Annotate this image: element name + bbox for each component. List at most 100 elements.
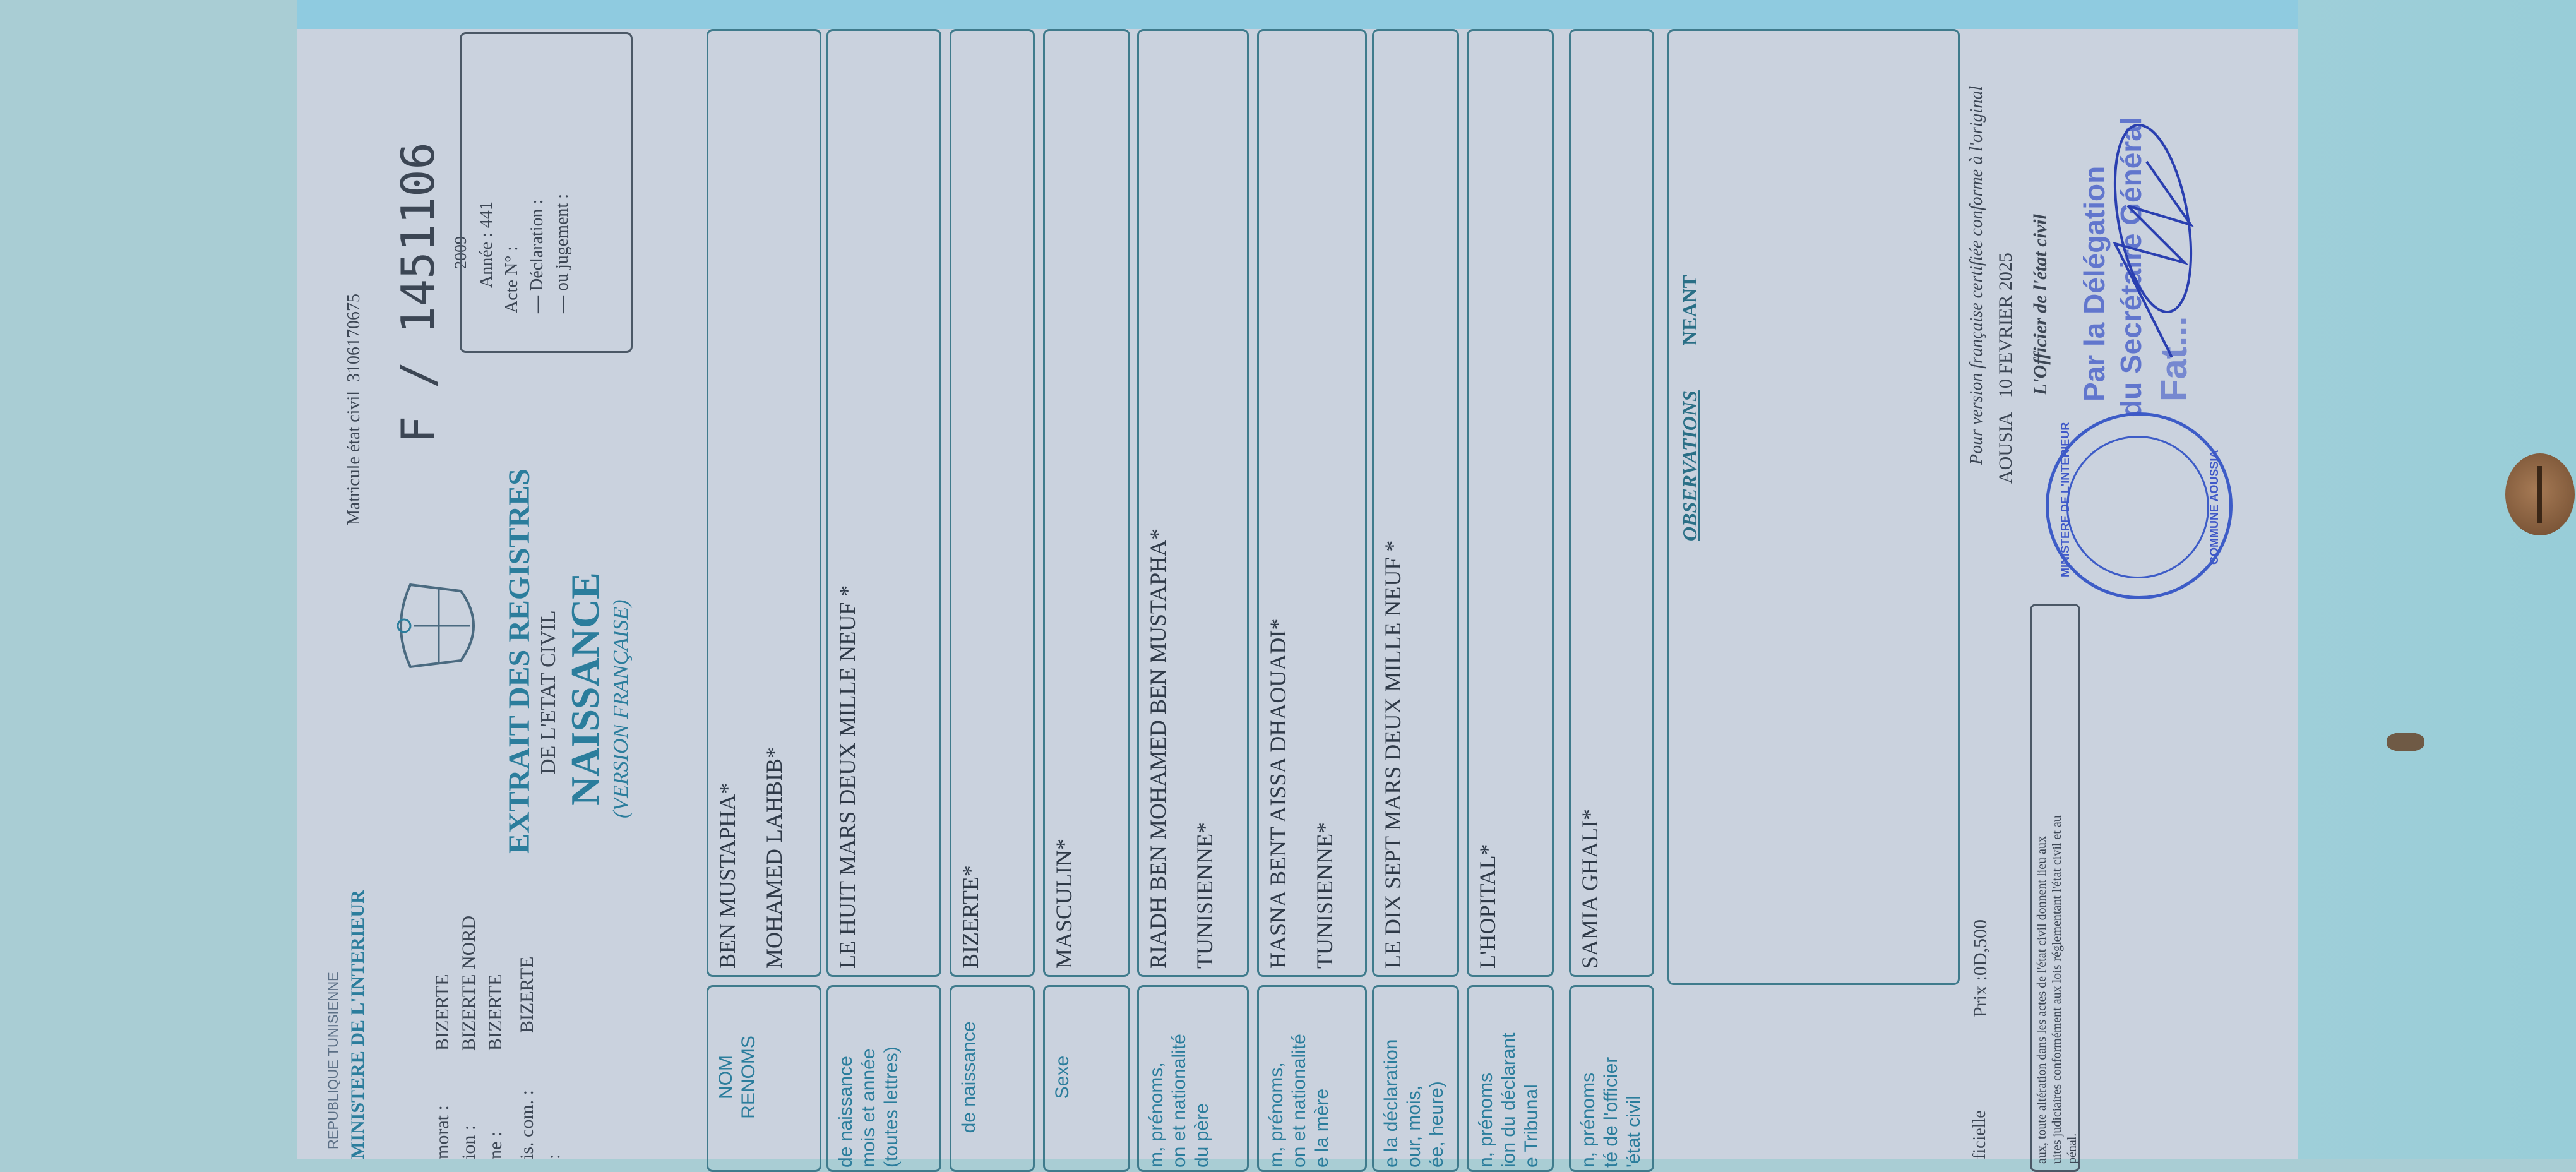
tunisia-emblem-icon (391, 572, 486, 679)
row-label: 'état civil (1623, 1095, 1644, 1168)
row-value: HASNA BENT AISSA DHAOUADI* (1265, 618, 1291, 969)
row-label: ion du déclarant (1498, 1032, 1519, 1168)
admin-line: morat : BIZERTE (429, 916, 456, 1159)
row-label-cell: NOM RENOMS (707, 985, 821, 1172)
row-label-cell: de naissance mois et année (toutes lettres… (826, 985, 941, 1172)
wall-mark (2387, 732, 2424, 751)
version-label: (VERSION FRANÇAISE) (609, 599, 633, 818)
row-label: de naissance (835, 1056, 856, 1168)
serial-number: F / 1451106 (391, 142, 444, 443)
signature-icon (2113, 123, 2194, 358)
paper-edge (297, 0, 2298, 29)
row-label-cell: de naissance (950, 985, 1035, 1172)
admin-line: ne : BIZERTE (482, 916, 509, 1159)
warning-line: aux, toute altération dans les actes de … (2035, 836, 2049, 1164)
warning-box: aux, toute altération dans les actes de … (2030, 604, 2080, 1172)
document-subtitle: DE L'ETAT CIVIL (537, 610, 560, 774)
row-value: BEN MUSTAPHA* (715, 782, 740, 969)
place-date: AOUSIA 10 FEVRIER 2025 (1995, 253, 2017, 484)
admin-label: ne : (485, 1131, 506, 1159)
serial-prefix: F / (391, 361, 444, 443)
row-value: MASCULIN* (1051, 838, 1076, 969)
admin-lines: morat : BIZERTE ion : BIZERTE NORD ne : BIZ… (429, 916, 567, 1159)
officielle-label: ficielle (1970, 1110, 1989, 1159)
matricule-label: Matricule état civil (344, 390, 364, 525)
row-value-cell: L'HOPITAL* (1467, 29, 1554, 977)
row-label: Sexe (1052, 1055, 1073, 1099)
row-label: e la déclaration (1381, 1039, 1402, 1168)
row-value: SAMIA GHALI* (1577, 808, 1602, 969)
declaration: — Déclaration : (527, 199, 547, 313)
row-value: LE HUIT MARS DEUX MILLE NEUF * (835, 585, 860, 969)
ministry-label: MINISTERE DE L'INTERIEUR (347, 890, 368, 1159)
row-value-cell: BEN MUSTAPHA* MOHAMED LAHBIB* (707, 29, 821, 977)
round-stamp-inner (2066, 436, 2209, 578)
row-value: LE DIX SEPT MARS DEUX MILLE NEUF * (1380, 540, 1405, 969)
matricule-value: 3106170675 (344, 293, 364, 382)
row-label: n, prénoms (1476, 1072, 1496, 1168)
acte-box: Année : 441 Acte N° : — Déclaration : — … (460, 32, 633, 353)
stamp-top-text: MINISTERE DE L'INTERIEUR (2059, 422, 2072, 577)
admin-line: is. com. : BIZERTE (514, 916, 540, 1159)
row-value: RIADH BEN MOHAMED BEN MUSTAPHA* (1145, 528, 1171, 969)
price: Prix :0D,500 (1970, 919, 1991, 1017)
row-value-cell: SAMIA GHALI* (1569, 29, 1654, 977)
place: AOUSIA (1995, 412, 2016, 484)
row-label: té de l'officier (1601, 1056, 1621, 1168)
row-label-cell: Sexe (1043, 985, 1130, 1172)
row-value-cell: MASCULIN* (1043, 29, 1130, 977)
row-value: L'HOPITAL* (1475, 844, 1500, 969)
date: 10 FEVRIER 2025 (1995, 253, 2016, 398)
row-value-cell: RIADH BEN MOHAMED BEN MUSTAPHA* TUNISIENN… (1137, 29, 1249, 977)
row-label: du père (1191, 1103, 1212, 1168)
row-label: NOM (715, 1055, 736, 1099)
stamp-bottom-text: COMMUNE AOUSSIA (2208, 450, 2221, 565)
row-value: BIZERTE* (958, 865, 983, 969)
republic-label: REPUBLIQUE TUNISIENNE (325, 972, 341, 1149)
admin-value: BIZERTE NORD (458, 915, 479, 1051)
row-value: TUNISIENNE* (1312, 822, 1337, 969)
row-label: de naissance (958, 1021, 979, 1133)
admin-value: BIZERTE (432, 974, 453, 1051)
warning-line: uites judiciaires conformément aux lois … (2050, 815, 2064, 1164)
row-label-cell: m, prénoms, on et nationalité du père (1137, 985, 1249, 1172)
serial-value: 1451106 (391, 142, 444, 334)
observations-box: OBSERVATIONS NEANT (1667, 29, 1960, 985)
observations-overprint: NEANT (1678, 274, 1701, 345)
row-value-cell: LE DIX SEPT MARS DEUX MILLE NEUF * (1372, 29, 1459, 977)
row-label: e Tribunal (1521, 1084, 1542, 1168)
annee: Année : 441 (477, 201, 496, 288)
row-label-cell: n, prénoms ion du déclarant e Tribunal (1467, 985, 1554, 1172)
certified-text: Pour version française certifiée conform… (1967, 85, 1986, 465)
jugement: — ou jugement : (552, 194, 572, 313)
row-label: m, prénoms, (1266, 1062, 1287, 1168)
row-value-cell: HASNA BENT AISSA DHAOUADI* TUNISIENNE* (1257, 29, 1367, 977)
row-label: RENOMS (738, 1036, 759, 1119)
row-label: ée, heure) (1426, 1081, 1447, 1168)
row-label-cell: m, prénoms, on et nationalité e la mère (1257, 985, 1367, 1172)
round-stamp: MINISTERE DE L'INTERIEUR COMMUNE AOUSSIA (2046, 412, 2233, 599)
admin-label: morat : (432, 1105, 453, 1159)
birth-certificate-document: REPUBLIQUE TUNISIENNE MINISTERE DE L'INT… (297, 0, 2298, 1172)
admin-line: ion : BIZERTE NORD (456, 916, 482, 1159)
row-value: TUNISIENNE* (1192, 822, 1217, 969)
admin-label: ion : (458, 1125, 479, 1159)
admin-label: is. com. : (516, 1090, 537, 1159)
row-value: MOHAMED LAHBIB* (761, 747, 787, 969)
admin-label: : (543, 1154, 564, 1159)
row-label: on et nationalité (1289, 1034, 1309, 1168)
row-label-cell: n, prénoms té de l'officier'état civil (1569, 985, 1654, 1172)
warning-line: pénal. (2065, 1133, 2079, 1164)
admin-value: BIZERTE (485, 974, 506, 1051)
observations-label: OBSERVATIONS (1678, 390, 1701, 541)
row-label: (toutes lettres) (881, 1046, 902, 1168)
officer-title: L'Officier de l'état civil (2030, 214, 2051, 395)
wooden-knob (2505, 453, 2575, 535)
row-label: n, prénoms (1578, 1072, 1599, 1168)
row-label: m, prénoms, (1146, 1062, 1167, 1168)
row-label: e la mère (1311, 1088, 1332, 1168)
document-type: NAISSANCE (563, 572, 607, 806)
admin-value: BIZERTE (516, 956, 537, 1033)
acte-number: Acte N° : (502, 246, 522, 313)
admin-line: : (540, 916, 567, 1159)
